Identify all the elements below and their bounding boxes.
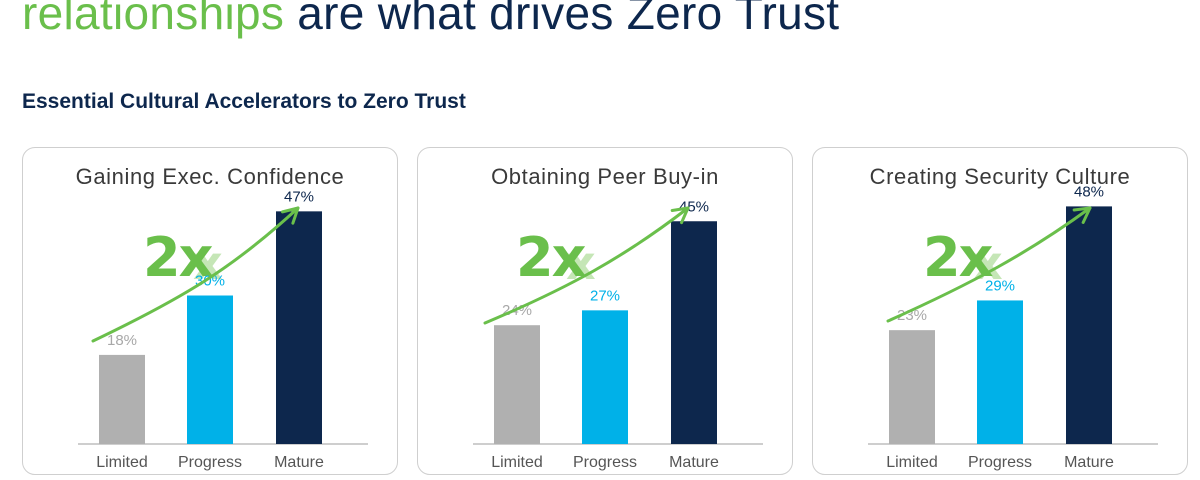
category-label: Mature [274, 454, 324, 471]
multiplier-ghost: x [193, 236, 223, 290]
data-label: 27% [590, 287, 620, 304]
data-label: 18% [107, 332, 137, 349]
headline: relationships are what drives Zero Trust [22, 0, 839, 40]
category-label: Mature [669, 454, 719, 471]
bar-mature [671, 221, 717, 444]
multiplier-label: 2x [516, 226, 586, 289]
bar-progress [187, 295, 233, 444]
growth-arrow [91, 206, 300, 343]
growth-arrow [483, 206, 690, 325]
category-label: Limited [886, 454, 938, 471]
data-label: 30% [195, 273, 225, 290]
bar-mature [1066, 206, 1112, 444]
chart-card-security-culture: Creating Security Culture x 2x 23% Limite… [812, 147, 1188, 475]
bar-progress [977, 300, 1023, 444]
arrow-head-icon [670, 206, 690, 225]
category-label: Progress [178, 454, 242, 471]
chart-card-peer-buy-in: Obtaining Peer Buy-in x 2x 24% Limited 27%… [417, 147, 793, 475]
category-label: Limited [96, 454, 148, 471]
headline-rest: are what drives Zero Trust [297, 0, 840, 39]
bar-chart: 18% Limited 30% Progress 47% Mature [78, 188, 368, 471]
arrow-head-icon [280, 206, 300, 225]
chart-title: Obtaining Peer Buy-in [491, 164, 719, 189]
data-label: 29% [985, 277, 1015, 294]
data-label: 47% [284, 188, 314, 205]
data-label: 23% [897, 307, 927, 324]
multiplier-label: 2x [923, 226, 993, 289]
category-label: Mature [1064, 454, 1114, 471]
bar-limited [494, 325, 540, 444]
multiplier-ghost: x [973, 236, 1003, 290]
data-label: 48% [1074, 183, 1104, 200]
category-label: Limited [491, 454, 543, 471]
category-label: Progress [968, 454, 1032, 471]
growth-arrow [886, 206, 1092, 323]
bar-limited [889, 330, 935, 444]
multiplier-ghost: x [566, 236, 596, 290]
bar-mature [276, 211, 322, 444]
arrow-head-icon [1072, 206, 1092, 224]
headline-highlight: relationships [22, 0, 285, 39]
chart-title: Creating Security Culture [869, 164, 1131, 189]
chart-title: Gaining Exec. Confidence [75, 164, 345, 189]
bar-chart: 23% Limited 29% Progress 48% Mature [868, 183, 1158, 471]
chart-card-exec-confidence: Gaining Exec. Confidence x 2x 18% Limited… [22, 147, 398, 475]
multiplier-label: 2x [143, 226, 213, 289]
section-subheading: Essential Cultural Accelerators to Zero … [22, 90, 466, 113]
bar-progress [582, 310, 628, 444]
category-label: Progress [573, 454, 637, 471]
bar-limited [99, 354, 145, 444]
